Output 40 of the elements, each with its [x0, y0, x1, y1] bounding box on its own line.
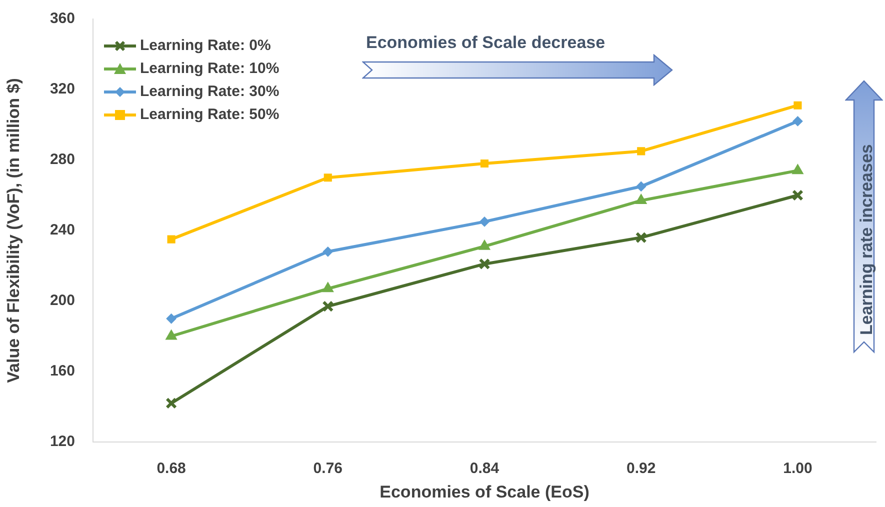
point	[324, 174, 332, 182]
y-tick-label: 360	[50, 10, 75, 28]
y-tick-label: 120	[50, 433, 75, 450]
legend-label: Learning Rate: 10%	[140, 60, 280, 77]
x-axis-title: Economies of Scale (EoS)	[380, 482, 590, 502]
x-tick-label: 0.92	[626, 460, 656, 478]
point	[167, 235, 176, 244]
point	[480, 159, 489, 168]
y-tick-label: 160	[50, 362, 75, 380]
point	[322, 300, 334, 312]
point	[166, 330, 177, 340]
point	[322, 246, 333, 257]
y-tick-label: 320	[50, 80, 75, 98]
point	[794, 101, 802, 110]
x-tick-label: 0.68	[156, 460, 186, 478]
point	[792, 190, 804, 201]
point	[478, 240, 490, 250]
x-tick-label: 1.00	[783, 460, 812, 478]
point	[478, 258, 490, 270]
annotation: Learning rate increases	[857, 144, 877, 335]
point	[322, 282, 334, 292]
y-tick-label: 200	[50, 292, 75, 310]
point	[166, 397, 178, 409]
y-axis-title: Value of Flexibility (VoF), (in million $)	[4, 78, 23, 383]
point	[635, 232, 647, 244]
legend-label: Learning Rate: 0%	[140, 37, 271, 54]
y-tick-label: 280	[50, 151, 75, 168]
x-tick-label: 0.76	[313, 460, 342, 478]
point	[637, 147, 646, 156]
y-tick-label: 240	[50, 222, 75, 239]
point	[480, 216, 490, 227]
point	[792, 116, 803, 126]
point	[792, 164, 804, 174]
legend-label: Learning Rate: 30%	[140, 83, 280, 100]
point	[636, 181, 646, 192]
point	[166, 314, 176, 324]
point	[635, 194, 647, 204]
annotation: Economies of Scale decrease	[366, 33, 606, 53]
x-tick-label: 0.84	[470, 460, 500, 478]
legend-label: Learning Rate: 50%	[140, 106, 280, 123]
